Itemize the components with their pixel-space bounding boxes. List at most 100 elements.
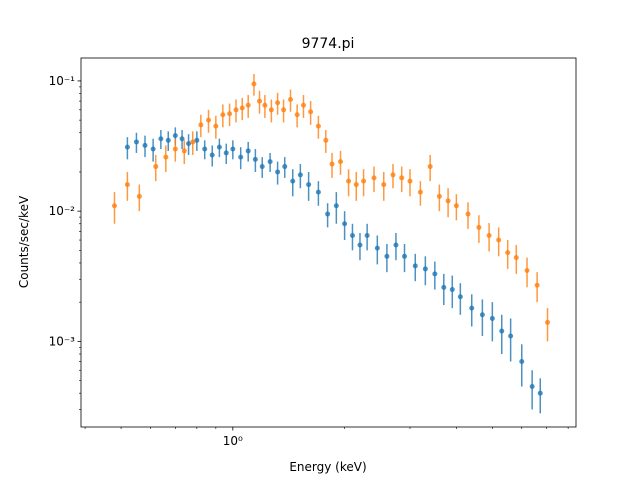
data-point xyxy=(238,154,244,160)
data-point xyxy=(252,156,258,162)
data-point xyxy=(227,111,233,117)
data-point xyxy=(202,146,208,152)
x-tick-label: 10⁰ xyxy=(223,434,243,448)
data-point xyxy=(457,294,463,300)
data-point xyxy=(381,182,387,188)
data-point xyxy=(486,233,492,239)
y-tick-label: 10⁻¹ xyxy=(49,74,76,88)
plot-frame xyxy=(80,57,577,428)
data-point xyxy=(186,141,192,147)
data-point xyxy=(267,159,273,165)
data-point xyxy=(220,112,226,118)
data-point xyxy=(436,193,442,199)
data-point xyxy=(357,242,363,248)
data-point xyxy=(407,178,413,184)
data-point xyxy=(153,164,159,170)
data-point xyxy=(124,182,130,188)
data-point xyxy=(449,287,455,293)
data-point xyxy=(239,105,245,111)
data-point xyxy=(441,284,447,290)
data-point xyxy=(399,175,405,181)
data-point xyxy=(223,150,229,156)
data-point xyxy=(417,189,423,195)
data-point xyxy=(142,142,148,148)
data-point xyxy=(233,107,239,113)
data-point xyxy=(230,146,236,152)
data-point xyxy=(288,97,294,103)
data-point xyxy=(393,242,399,248)
data-point xyxy=(349,233,355,239)
data-point xyxy=(282,164,288,170)
data-point xyxy=(294,112,300,118)
data-point xyxy=(206,117,212,123)
data-point xyxy=(537,390,543,396)
data-point xyxy=(181,148,187,154)
data-point xyxy=(190,139,196,145)
data-point xyxy=(402,253,408,259)
data-point xyxy=(505,250,511,256)
data-point xyxy=(445,198,451,204)
data-point xyxy=(172,146,178,152)
data-point xyxy=(333,203,339,209)
data-point xyxy=(364,233,370,239)
data-point xyxy=(150,146,156,152)
data-point xyxy=(251,81,257,87)
x-axis-label: Energy (keV) xyxy=(289,460,366,474)
data-point xyxy=(268,107,274,113)
data-point xyxy=(275,100,281,106)
data-point xyxy=(508,333,514,339)
data-point xyxy=(297,172,303,178)
data-point xyxy=(325,211,331,217)
data-point xyxy=(346,178,352,184)
data-point xyxy=(136,193,142,199)
data-point xyxy=(306,182,312,188)
data-point xyxy=(172,133,178,139)
data-point xyxy=(513,255,519,261)
chart-title: 9774.pi xyxy=(302,36,355,52)
data-point xyxy=(489,315,495,321)
data-point xyxy=(342,221,348,227)
data-point xyxy=(469,305,475,311)
data-point xyxy=(529,384,535,390)
data-point xyxy=(329,161,335,167)
data-point xyxy=(422,266,428,272)
data-point xyxy=(338,159,344,165)
y-tick-label: 10⁻² xyxy=(49,204,76,218)
y-axis-label: Counts/sec/keV xyxy=(17,195,31,288)
data-point xyxy=(165,137,171,143)
data-point xyxy=(453,203,459,209)
data-point xyxy=(353,182,359,188)
data-point xyxy=(519,359,525,365)
data-point xyxy=(323,137,329,143)
data-point xyxy=(216,144,222,150)
data-point xyxy=(257,98,263,104)
data-point xyxy=(479,312,485,318)
data-point xyxy=(545,319,551,325)
data-point xyxy=(534,282,540,288)
data-point xyxy=(465,211,471,217)
data-point xyxy=(163,154,169,160)
data-point xyxy=(412,263,418,269)
data-point xyxy=(111,203,117,209)
data-point xyxy=(308,109,314,115)
data-point xyxy=(427,164,433,170)
data-point xyxy=(262,102,268,108)
data-point xyxy=(179,136,185,142)
data-point xyxy=(384,253,390,259)
data-point xyxy=(390,172,396,178)
data-point xyxy=(281,107,287,113)
data-point xyxy=(290,178,296,184)
data-point xyxy=(275,169,281,175)
data-point xyxy=(124,144,130,150)
y-tick-label: 10⁻³ xyxy=(49,334,76,348)
data-point xyxy=(198,122,204,128)
data-point xyxy=(432,271,438,277)
data-point xyxy=(315,189,321,195)
data-point xyxy=(133,139,139,145)
data-point xyxy=(371,175,377,181)
data-point xyxy=(245,148,251,154)
data-point xyxy=(158,136,164,142)
data-point xyxy=(209,152,215,158)
data-point xyxy=(213,123,219,129)
